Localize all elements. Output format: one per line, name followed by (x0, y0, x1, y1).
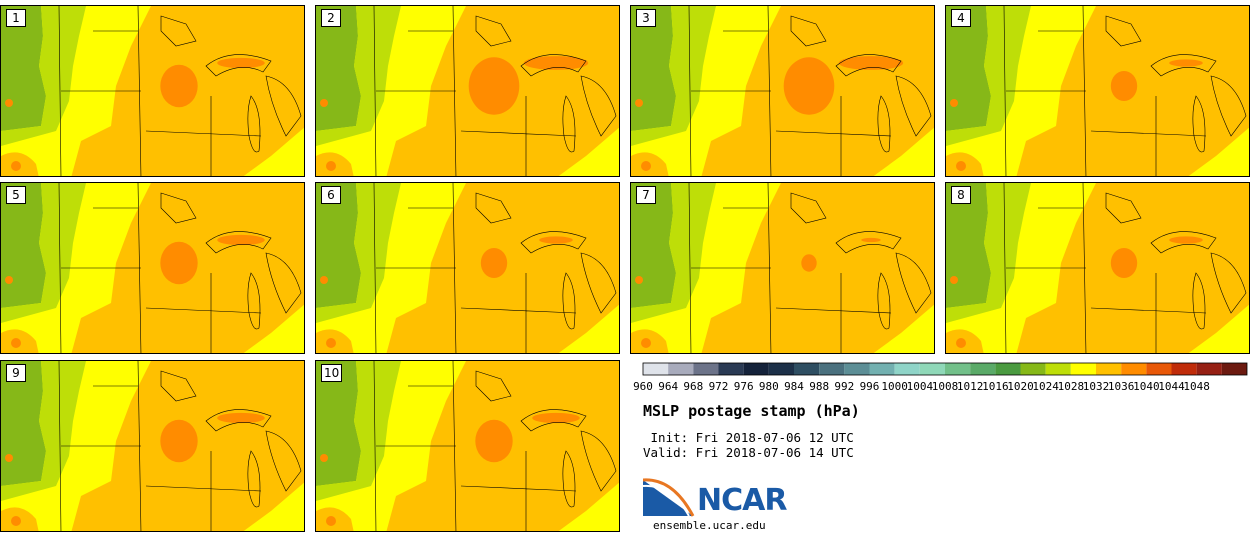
member-label: 9 (6, 364, 26, 382)
colorbar-bin (894, 363, 920, 375)
ncar-logo-icon (643, 478, 695, 517)
stamp-member-4: 4 (945, 5, 1250, 177)
stamp-member-7: 7 (630, 182, 935, 354)
colorbar-bin (1096, 363, 1122, 375)
mslp-map (316, 183, 619, 353)
colorbar-bin (1171, 363, 1197, 375)
stamp-member-9: 9 (0, 360, 305, 532)
member-label: 4 (951, 9, 971, 27)
mslp-map (946, 183, 1249, 353)
colorbar-tick-label: 1000 (881, 380, 908, 393)
colorbar-tick-label: 996 (859, 380, 880, 393)
chart-title: MSLP postage stamp (hPa) (643, 402, 860, 420)
colorbar-tick-label: 1048 (1183, 380, 1210, 393)
colorbar-tick-label: 972 (708, 380, 729, 393)
colorbar-bin (1121, 363, 1147, 375)
colorbar-bin (794, 363, 820, 375)
colorbar-bin (693, 363, 719, 375)
mslp-map (316, 6, 619, 176)
colorbar-tick-label: 1024 (1032, 380, 1059, 393)
colorbar-bin (869, 363, 895, 375)
stamp-member-5: 5 (0, 182, 305, 354)
member-label: 5 (6, 186, 26, 204)
mslp-map (631, 6, 934, 176)
init-time: Init: Fri 2018-07-06 12 UTC (643, 430, 854, 445)
mslp-map (1, 183, 304, 353)
member-label: 6 (321, 186, 341, 204)
stamp-member-1: 1 (0, 5, 305, 177)
member-label: 8 (951, 186, 971, 204)
colorbar-bin (1020, 363, 1046, 375)
colorbar-bin (1196, 363, 1222, 375)
colorbar-bin (1146, 363, 1172, 375)
colorbar-tick-label: 964 (658, 380, 679, 393)
colorbar-bin (1221, 363, 1247, 375)
colorbar-tick-label: 968 (683, 380, 704, 393)
colorbar-tick-label: 980 (758, 380, 779, 393)
mslp-map (1, 361, 304, 531)
colorbar-tick-label: 1020 (1007, 380, 1034, 393)
website-label: ensemble.ucar.edu (653, 519, 766, 532)
stamp-member-3: 3 (630, 5, 935, 177)
mslp-map (631, 183, 934, 353)
member-label: 1 (6, 9, 26, 27)
colorbar-tick-label: 1044 (1158, 380, 1185, 393)
colorbar-tick-label: 976 (733, 380, 754, 393)
colorbar-tick-label: 1016 (982, 380, 1009, 393)
member-label: 3 (636, 9, 656, 27)
ncar-logo-text: NCAR (697, 483, 787, 518)
colorbar-bin (844, 363, 870, 375)
colorbar-tick-label: 1012 (956, 380, 984, 393)
colorbar-bin (970, 363, 996, 375)
member-label: 10 (321, 364, 343, 382)
colorbar-bin (743, 363, 769, 375)
colorbar-tick-label: 1028 (1057, 380, 1085, 393)
colorbar-tick-label: 984 (784, 380, 804, 393)
colorbar-bin (995, 363, 1021, 375)
colorbar-bin (819, 363, 845, 375)
stamp-member-8: 8 (945, 182, 1250, 354)
stamp-member-2: 2 (315, 5, 620, 177)
colorbar-tick-label: 1032 (1082, 380, 1110, 393)
colorbar-tick-label: 1040 (1133, 380, 1160, 393)
mslp-map (946, 6, 1249, 176)
colorbar-bin (1045, 363, 1071, 375)
colorbar-bin (945, 363, 971, 375)
colorbar-tick-label: 1036 (1107, 380, 1135, 393)
colorbar-tick-label: 1008 (931, 380, 959, 393)
colorbar-bin (919, 363, 945, 375)
colorbar-bin (668, 363, 694, 375)
valid-time: Valid: Fri 2018-07-06 14 UTC (643, 445, 854, 460)
stamp-member-6: 6 (315, 182, 620, 354)
mslp-map (316, 361, 619, 531)
member-label: 7 (636, 186, 656, 204)
member-label: 2 (321, 9, 341, 27)
colorbar-bin (643, 363, 669, 375)
colorbar-tick-label: 988 (809, 380, 830, 393)
colorbar-tick-label: 960 (633, 380, 653, 393)
stamp-member-10: 10 (315, 360, 620, 532)
pressure-colorbar (642, 362, 1248, 376)
mslp-map (1, 6, 304, 176)
colorbar-bin (1070, 363, 1096, 375)
colorbar-tick-label: 992 (834, 380, 855, 393)
colorbar-bin (768, 363, 794, 375)
colorbar-tick-label: 1004 (906, 380, 934, 393)
colorbar-bin (718, 363, 744, 375)
